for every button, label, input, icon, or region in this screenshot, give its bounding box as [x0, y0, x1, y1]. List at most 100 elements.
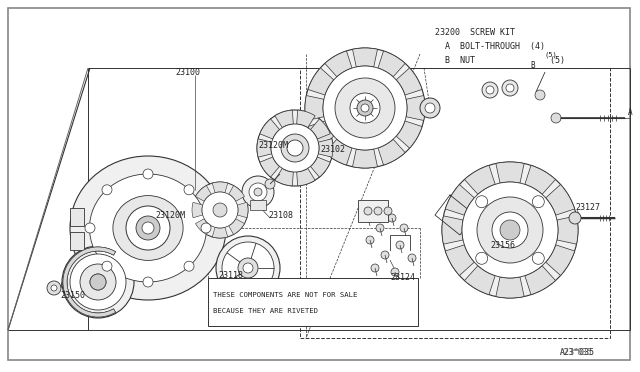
Circle shape: [400, 224, 408, 232]
Wedge shape: [228, 186, 244, 201]
Circle shape: [201, 223, 211, 233]
Wedge shape: [445, 245, 474, 276]
Wedge shape: [465, 165, 495, 194]
Wedge shape: [260, 157, 280, 177]
Circle shape: [102, 261, 112, 271]
Text: 23108: 23108: [268, 211, 293, 220]
Bar: [70, 208, 84, 226]
Circle shape: [216, 236, 280, 300]
Circle shape: [265, 179, 275, 189]
Circle shape: [535, 90, 545, 100]
Circle shape: [381, 251, 389, 259]
Circle shape: [192, 182, 248, 238]
Circle shape: [90, 274, 106, 290]
Wedge shape: [63, 247, 115, 317]
Circle shape: [323, 66, 407, 150]
Wedge shape: [546, 245, 575, 276]
Circle shape: [502, 80, 518, 96]
Text: 23156: 23156: [490, 241, 515, 250]
Wedge shape: [378, 139, 405, 165]
Text: A?3^035: A?3^035: [560, 348, 593, 357]
Circle shape: [254, 188, 262, 196]
Bar: [70, 232, 84, 250]
Ellipse shape: [113, 196, 183, 260]
Text: B  NUT               (5): B NUT (5): [435, 56, 565, 65]
Wedge shape: [396, 68, 422, 95]
Text: (5): (5): [545, 51, 557, 58]
Wedge shape: [378, 51, 405, 77]
Circle shape: [462, 182, 558, 278]
Bar: [358, 200, 388, 222]
Wedge shape: [228, 219, 244, 234]
Circle shape: [222, 242, 274, 294]
Bar: [300, 68, 610, 338]
Circle shape: [357, 100, 373, 116]
Wedge shape: [195, 219, 211, 234]
Circle shape: [62, 246, 134, 318]
Wedge shape: [305, 96, 324, 121]
Text: 23150: 23150: [60, 291, 85, 300]
Circle shape: [408, 254, 416, 262]
Wedge shape: [63, 247, 115, 317]
Circle shape: [126, 206, 170, 250]
Text: 23120M: 23120M: [155, 211, 185, 220]
Text: B: B: [530, 61, 534, 70]
Circle shape: [361, 104, 369, 112]
Circle shape: [213, 203, 227, 217]
Wedge shape: [442, 216, 463, 244]
Circle shape: [532, 252, 544, 264]
Ellipse shape: [70, 156, 226, 300]
Circle shape: [476, 252, 488, 264]
Wedge shape: [310, 157, 330, 177]
Wedge shape: [310, 119, 330, 139]
Wedge shape: [525, 165, 556, 194]
Circle shape: [51, 285, 57, 291]
Circle shape: [477, 197, 543, 263]
Text: 23102: 23102: [320, 145, 345, 154]
Circle shape: [305, 48, 425, 168]
Circle shape: [257, 110, 333, 186]
Text: A  BOLT-THROUGH  (4): A BOLT-THROUGH (4): [435, 42, 545, 51]
Circle shape: [335, 78, 395, 138]
Wedge shape: [257, 139, 272, 157]
Wedge shape: [275, 169, 293, 186]
Circle shape: [532, 196, 544, 208]
Circle shape: [249, 183, 267, 201]
Circle shape: [202, 192, 238, 228]
Circle shape: [425, 103, 435, 113]
Circle shape: [142, 222, 154, 234]
Circle shape: [102, 185, 112, 195]
Wedge shape: [212, 182, 228, 193]
Wedge shape: [63, 247, 115, 317]
Wedge shape: [195, 186, 211, 201]
Circle shape: [136, 216, 160, 240]
Text: BECAUSE THEY ARE RIVETED: BECAUSE THEY ARE RIVETED: [213, 308, 318, 314]
Text: 23127: 23127: [575, 203, 600, 212]
Circle shape: [242, 176, 274, 208]
Wedge shape: [318, 139, 333, 157]
Wedge shape: [525, 266, 556, 295]
Text: 23200  SCREW KIT: 23200 SCREW KIT: [435, 28, 515, 37]
Circle shape: [492, 212, 528, 248]
Text: 23118: 23118: [218, 271, 243, 280]
Circle shape: [271, 124, 319, 172]
Circle shape: [482, 82, 498, 98]
Circle shape: [80, 264, 116, 300]
Circle shape: [486, 86, 494, 94]
Wedge shape: [237, 202, 248, 218]
Circle shape: [371, 264, 379, 272]
Circle shape: [90, 274, 106, 290]
Wedge shape: [260, 119, 280, 139]
Circle shape: [442, 162, 578, 298]
Bar: [250, 200, 266, 210]
Text: 23100: 23100: [175, 68, 200, 77]
Circle shape: [70, 254, 126, 310]
Text: A23^035: A23^035: [560, 348, 595, 357]
Wedge shape: [353, 48, 378, 67]
Circle shape: [366, 236, 374, 244]
Circle shape: [500, 220, 520, 240]
Ellipse shape: [90, 174, 207, 282]
Wedge shape: [496, 162, 524, 183]
Wedge shape: [297, 110, 315, 128]
Wedge shape: [353, 149, 378, 168]
